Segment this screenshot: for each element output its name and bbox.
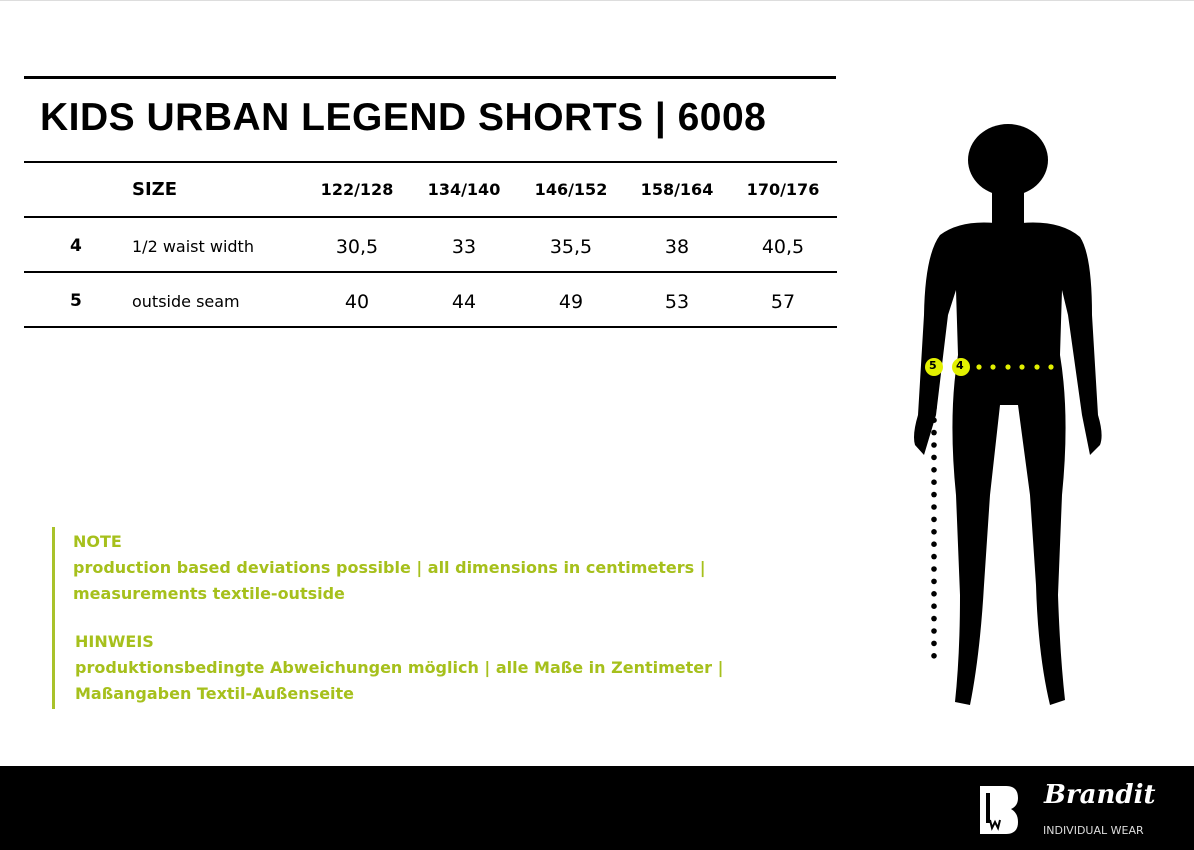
footer: Brandit INDIVIDUAL WEAR: [0, 766, 1194, 850]
seam-dot: [931, 615, 937, 622]
row-number: 4: [70, 236, 82, 256]
seam-dot: [931, 653, 937, 659]
seam-dot: [931, 467, 937, 473]
seam-dot: [931, 429, 937, 436]
note-line: production based deviations possible | a…: [73, 558, 706, 577]
hinweis-line: produktionsbedingte Abweichungen möglich…: [75, 658, 724, 677]
note-line: measurements textile-outside: [73, 584, 345, 603]
marker-waist: [952, 358, 970, 376]
seam-dot: [931, 553, 937, 560]
size-col: 170/176: [746, 180, 820, 199]
seam-dot: [931, 640, 937, 647]
size-col: 146/152: [534, 180, 608, 199]
hinweis-line: Maßangaben Textil-Außenseite: [75, 684, 355, 703]
brand-tagline: INDIVIDUAL WEAR: [1043, 824, 1144, 837]
row-number: 5: [70, 291, 82, 311]
page-title: KIDS URBAN LEGEND SHORTS | 6008: [40, 96, 767, 139]
table-cell: 33: [451, 236, 477, 258]
seam-dot: [931, 591, 937, 597]
seam-dot: [931, 454, 937, 461]
seam-dot: [931, 578, 937, 585]
seam-dot: [931, 529, 937, 535]
seam-dot: [931, 566, 937, 572]
table-cell: 30,5: [335, 236, 379, 258]
hinweis-heading: HINWEIS: [75, 632, 154, 651]
size-col: 158/164: [640, 180, 714, 199]
marker-seam-label: 5: [929, 359, 937, 372]
marker-waist-label: 4: [956, 359, 964, 372]
seam-dot: [931, 479, 937, 486]
table-cell: 57: [770, 291, 796, 313]
table-cell: 35,5: [549, 236, 593, 258]
seam-dot: [931, 603, 937, 609]
table-cell: 44: [451, 291, 477, 313]
seam-dot: [931, 504, 937, 510]
divider: [24, 271, 837, 273]
seam-dot: [931, 380, 937, 386]
seam-dot: [931, 392, 937, 399]
note-heading: NOTE: [73, 532, 122, 551]
size-col: 122/128: [320, 180, 394, 199]
seam-dot: [931, 516, 937, 523]
seam-dot: [931, 491, 937, 498]
table-cell: 53: [664, 291, 690, 313]
divider: [24, 326, 837, 328]
size-header: SIZE: [132, 179, 178, 200]
marker-seam: [925, 358, 943, 376]
table-cell: 49: [558, 291, 584, 313]
seam-dot: [931, 541, 937, 547]
brand-b-logo: [980, 786, 1018, 834]
table-cell: 40: [344, 291, 370, 313]
divider: [24, 161, 837, 163]
seam-dot: [931, 628, 937, 634]
seam-dot: [931, 417, 937, 424]
divider: [24, 216, 837, 218]
top-border: [0, 0, 1194, 1]
row-label: outside seam: [132, 292, 240, 311]
brand-logo-text: Brandit: [1044, 780, 1156, 810]
size-col: 134/140: [427, 180, 501, 199]
divider: [24, 76, 836, 79]
seam-dot: [931, 405, 937, 411]
body-silhouette: [914, 124, 1102, 705]
seam-dot: [931, 442, 937, 448]
row-label: 1/2 waist width: [132, 237, 254, 256]
note-bar: [52, 527, 55, 709]
table-cell: 40,5: [761, 236, 805, 258]
table-cell: 38: [664, 236, 690, 258]
